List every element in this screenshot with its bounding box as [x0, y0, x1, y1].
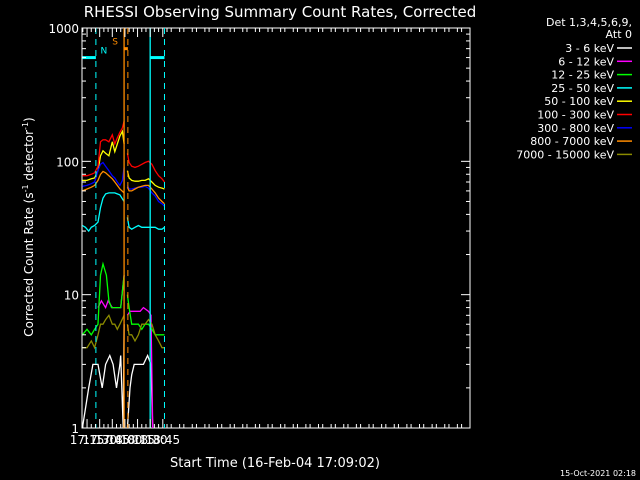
x-tick-label-3: 18:00 [108, 433, 143, 447]
legend-label-800-7000-kev: 800 - 7000 keV [530, 135, 614, 148]
series-line-50-100-kev-b [126, 170, 165, 190]
chart-title: RHESSI Observing Summary Count Rates, Co… [84, 3, 477, 21]
y-tick-label-0: 1 [71, 422, 79, 436]
series-line-50-100-kev-a [82, 129, 125, 182]
legend-label-6-12-kev: 6 - 12 keV [558, 55, 614, 68]
legend-header-line-1: Det 1,3,4,5,6,9, [546, 16, 632, 29]
series-line-7000-15000-kev-a [82, 313, 125, 350]
x-tick-label-4: 18:15 [120, 433, 155, 447]
legend-label-300-800-kev: 300 - 800 keV [537, 122, 614, 135]
legend-header-line-2: Att 0 [606, 28, 632, 41]
legend-label-100-300-kev: 100 - 300 keV [537, 109, 614, 122]
legend-label-7000-15000-kev: 7000 - 15000 keV [516, 148, 614, 161]
y-tick-label-1: 10 [64, 289, 79, 303]
footer-date: 15-Oct-2021 02:18 [560, 469, 636, 478]
series-line-25-50-kev-b [126, 217, 165, 230]
series-line-12-25-kev-b [126, 294, 165, 336]
y-axis-label: Corrected Count Rate (s-1 detector-1) [21, 117, 36, 336]
flag-label-S: S [112, 38, 118, 48]
legend-label-50-100-kev: 50 - 100 keV [544, 95, 614, 108]
legend-label-12-25-kev: 12 - 25 keV [551, 69, 614, 82]
x-tick-label-1: 17:30 [82, 433, 117, 447]
series-line-6-12-kev-a [97, 275, 125, 310]
flag-label-N: N [101, 47, 108, 57]
series-line-800-7000-kev-b [126, 184, 165, 205]
series-line-12-25-kev-a [81, 261, 125, 336]
legend-label-25-50-kev: 25 - 50 keV [551, 82, 614, 95]
series-line-3-6-kev-b [126, 353, 154, 429]
x-axis-label: Start Time (16-Feb-04 17:09:02) [170, 456, 380, 471]
y-tick-label-3: 1000 [48, 22, 79, 36]
x-tick-label-0: 17:15 [70, 433, 105, 447]
y-tick-label-2: 100 [56, 155, 79, 169]
legend-label-3-6-kev: 3 - 6 keV [565, 42, 614, 55]
x-tick-label-5: 18:30 [133, 433, 168, 447]
plot-frame [81, 27, 471, 429]
x-tick-label-6: 18:45 [146, 433, 181, 447]
series-line-7000-15000-kev-b [126, 318, 165, 349]
series-line-25-50-kev-a [82, 192, 125, 233]
series-line-300-800-kev-a [82, 161, 125, 187]
series-line-100-300-kev-a [82, 121, 125, 177]
series-line-100-300-kev-b [126, 153, 166, 183]
series-line-300-800-kev-b [126, 185, 165, 207]
series-line-3-6-kev-a [81, 324, 125, 429]
x-tick-label-2: 17:45 [95, 433, 130, 447]
series-line-800-7000-kev-a [82, 170, 125, 194]
